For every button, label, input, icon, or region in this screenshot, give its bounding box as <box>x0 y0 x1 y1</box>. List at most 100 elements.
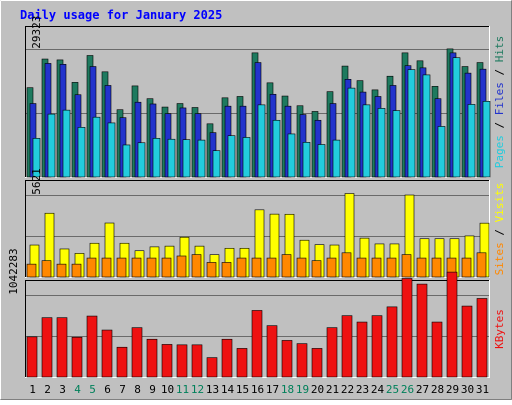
day-label-4: 4 <box>74 383 81 396</box>
day-label-16: 16 <box>251 383 264 396</box>
bar-pages-day-28 <box>437 126 446 178</box>
day-label-20: 20 <box>311 383 324 396</box>
bar-sites-day-26 <box>401 254 412 278</box>
bar-sites-day-30 <box>461 257 472 278</box>
day-label-19: 19 <box>296 383 309 396</box>
day-label-5: 5 <box>89 383 96 396</box>
bar-sites-day-8 <box>131 257 142 278</box>
bar-pages-day-16 <box>257 104 266 178</box>
bar-sites-day-13 <box>206 262 217 278</box>
bar-pages-day-22 <box>347 87 356 178</box>
day-label-30: 30 <box>461 383 474 396</box>
bar-pages-day-8 <box>137 142 146 178</box>
bar-pages-day-18 <box>287 133 296 178</box>
day-label-17: 17 <box>266 383 279 396</box>
day-label-15: 15 <box>236 383 249 396</box>
panel-sites-visits-ymax-label: 5621 <box>30 168 43 195</box>
bar-kbytes-day-27 <box>416 283 428 378</box>
bar-sites-day-17 <box>266 257 277 278</box>
side-label-kbytes: KBytes <box>493 309 506 349</box>
bar-kbytes-day-21 <box>326 327 338 378</box>
bar-sites-day-1 <box>26 263 37 278</box>
bar-pages-day-14 <box>227 135 236 178</box>
bar-kbytes-day-20 <box>311 348 323 378</box>
day-label-22: 22 <box>341 383 354 396</box>
panel-sites-visits-side-label: Sites / Visits <box>493 183 506 276</box>
bar-sites-day-21 <box>326 257 337 278</box>
day-label-12: 12 <box>191 383 204 396</box>
bar-sites-day-24 <box>371 257 382 278</box>
bar-pages-day-26 <box>407 69 416 178</box>
bar-kbytes-day-5 <box>86 315 98 378</box>
day-label-6: 6 <box>104 383 111 396</box>
bar-kbytes-day-30 <box>461 305 473 378</box>
bar-pages-day-19 <box>302 142 311 178</box>
bar-pages-day-20 <box>317 144 326 178</box>
bar-sites-day-22 <box>341 252 352 278</box>
day-label-26: 26 <box>401 383 414 396</box>
side-label-separator: / <box>493 222 506 242</box>
panel-kbytes-ymax-label: 1042283 <box>7 248 20 294</box>
bar-sites-day-9 <box>146 257 157 278</box>
bar-kbytes-day-9 <box>146 338 158 378</box>
bar-sites-day-25 <box>386 257 397 278</box>
day-label-2: 2 <box>44 383 51 396</box>
bar-kbytes-day-26 <box>401 278 413 378</box>
bar-kbytes-day-14 <box>221 338 233 378</box>
bar-kbytes-day-12 <box>191 344 203 378</box>
day-label-3: 3 <box>59 383 66 396</box>
bar-kbytes-day-13 <box>206 357 218 378</box>
day-label-31: 31 <box>476 383 489 396</box>
bar-pages-day-30 <box>467 104 476 178</box>
side-label-hits: Hits <box>493 36 506 63</box>
bar-pages-day-13 <box>212 150 221 178</box>
day-label-21: 21 <box>326 383 339 396</box>
bar-sites-day-27 <box>416 257 427 278</box>
bar-kbytes-day-2 <box>41 317 53 378</box>
bar-pages-day-29 <box>452 57 461 178</box>
bar-kbytes-day-28 <box>431 321 443 378</box>
side-label-visits: Visits <box>493 183 506 223</box>
day-label-8: 8 <box>134 383 141 396</box>
side-label-separator: / <box>493 115 506 135</box>
day-label-27: 27 <box>416 383 429 396</box>
bar-kbytes-day-10 <box>161 344 173 378</box>
day-label-13: 13 <box>206 383 219 396</box>
day-label-18: 18 <box>281 383 294 396</box>
bar-kbytes-day-16 <box>251 310 263 378</box>
bar-pages-day-5 <box>92 116 101 178</box>
bar-kbytes-day-31 <box>476 298 488 378</box>
bar-sites-day-19 <box>296 257 307 278</box>
day-label-23: 23 <box>356 383 369 396</box>
bar-kbytes-day-25 <box>386 306 398 378</box>
bar-sites-day-4 <box>71 263 82 278</box>
bar-pages-day-25 <box>392 110 401 178</box>
bar-pages-day-21 <box>332 139 341 178</box>
panel-pages-files-hits-ymax-label: 29323 <box>30 16 43 49</box>
bar-pages-day-3 <box>62 109 71 178</box>
bar-pages-day-23 <box>362 104 371 178</box>
bar-sites-day-18 <box>281 254 292 278</box>
bar-kbytes-day-7 <box>116 346 128 378</box>
chart-title: Daily usage for January 2025 <box>20 8 222 22</box>
bar-kbytes-day-8 <box>131 327 143 378</box>
bar-pages-day-2 <box>47 113 56 178</box>
bar-sites-day-16 <box>251 257 262 278</box>
bar-kbytes-day-4 <box>71 336 83 378</box>
bar-pages-day-31 <box>482 101 491 178</box>
day-label-10: 10 <box>161 383 174 396</box>
bar-pages-day-24 <box>377 108 386 178</box>
bar-sites-day-23 <box>356 257 367 278</box>
day-label-29: 29 <box>446 383 459 396</box>
bar-pages-day-9 <box>152 138 161 178</box>
bar-kbytes-day-3 <box>56 317 68 378</box>
side-label-files: Files <box>493 82 506 115</box>
bar-sites-day-11 <box>176 255 187 278</box>
bar-kbytes-day-17 <box>266 325 278 378</box>
day-label-25: 25 <box>386 383 399 396</box>
side-label-sites: Sites <box>493 242 506 275</box>
bar-sites-day-15 <box>236 257 247 278</box>
side-label-pages: Pages <box>493 135 506 168</box>
panel-pages-files-hits-side-label: Pages / Files / Hits <box>493 36 506 169</box>
